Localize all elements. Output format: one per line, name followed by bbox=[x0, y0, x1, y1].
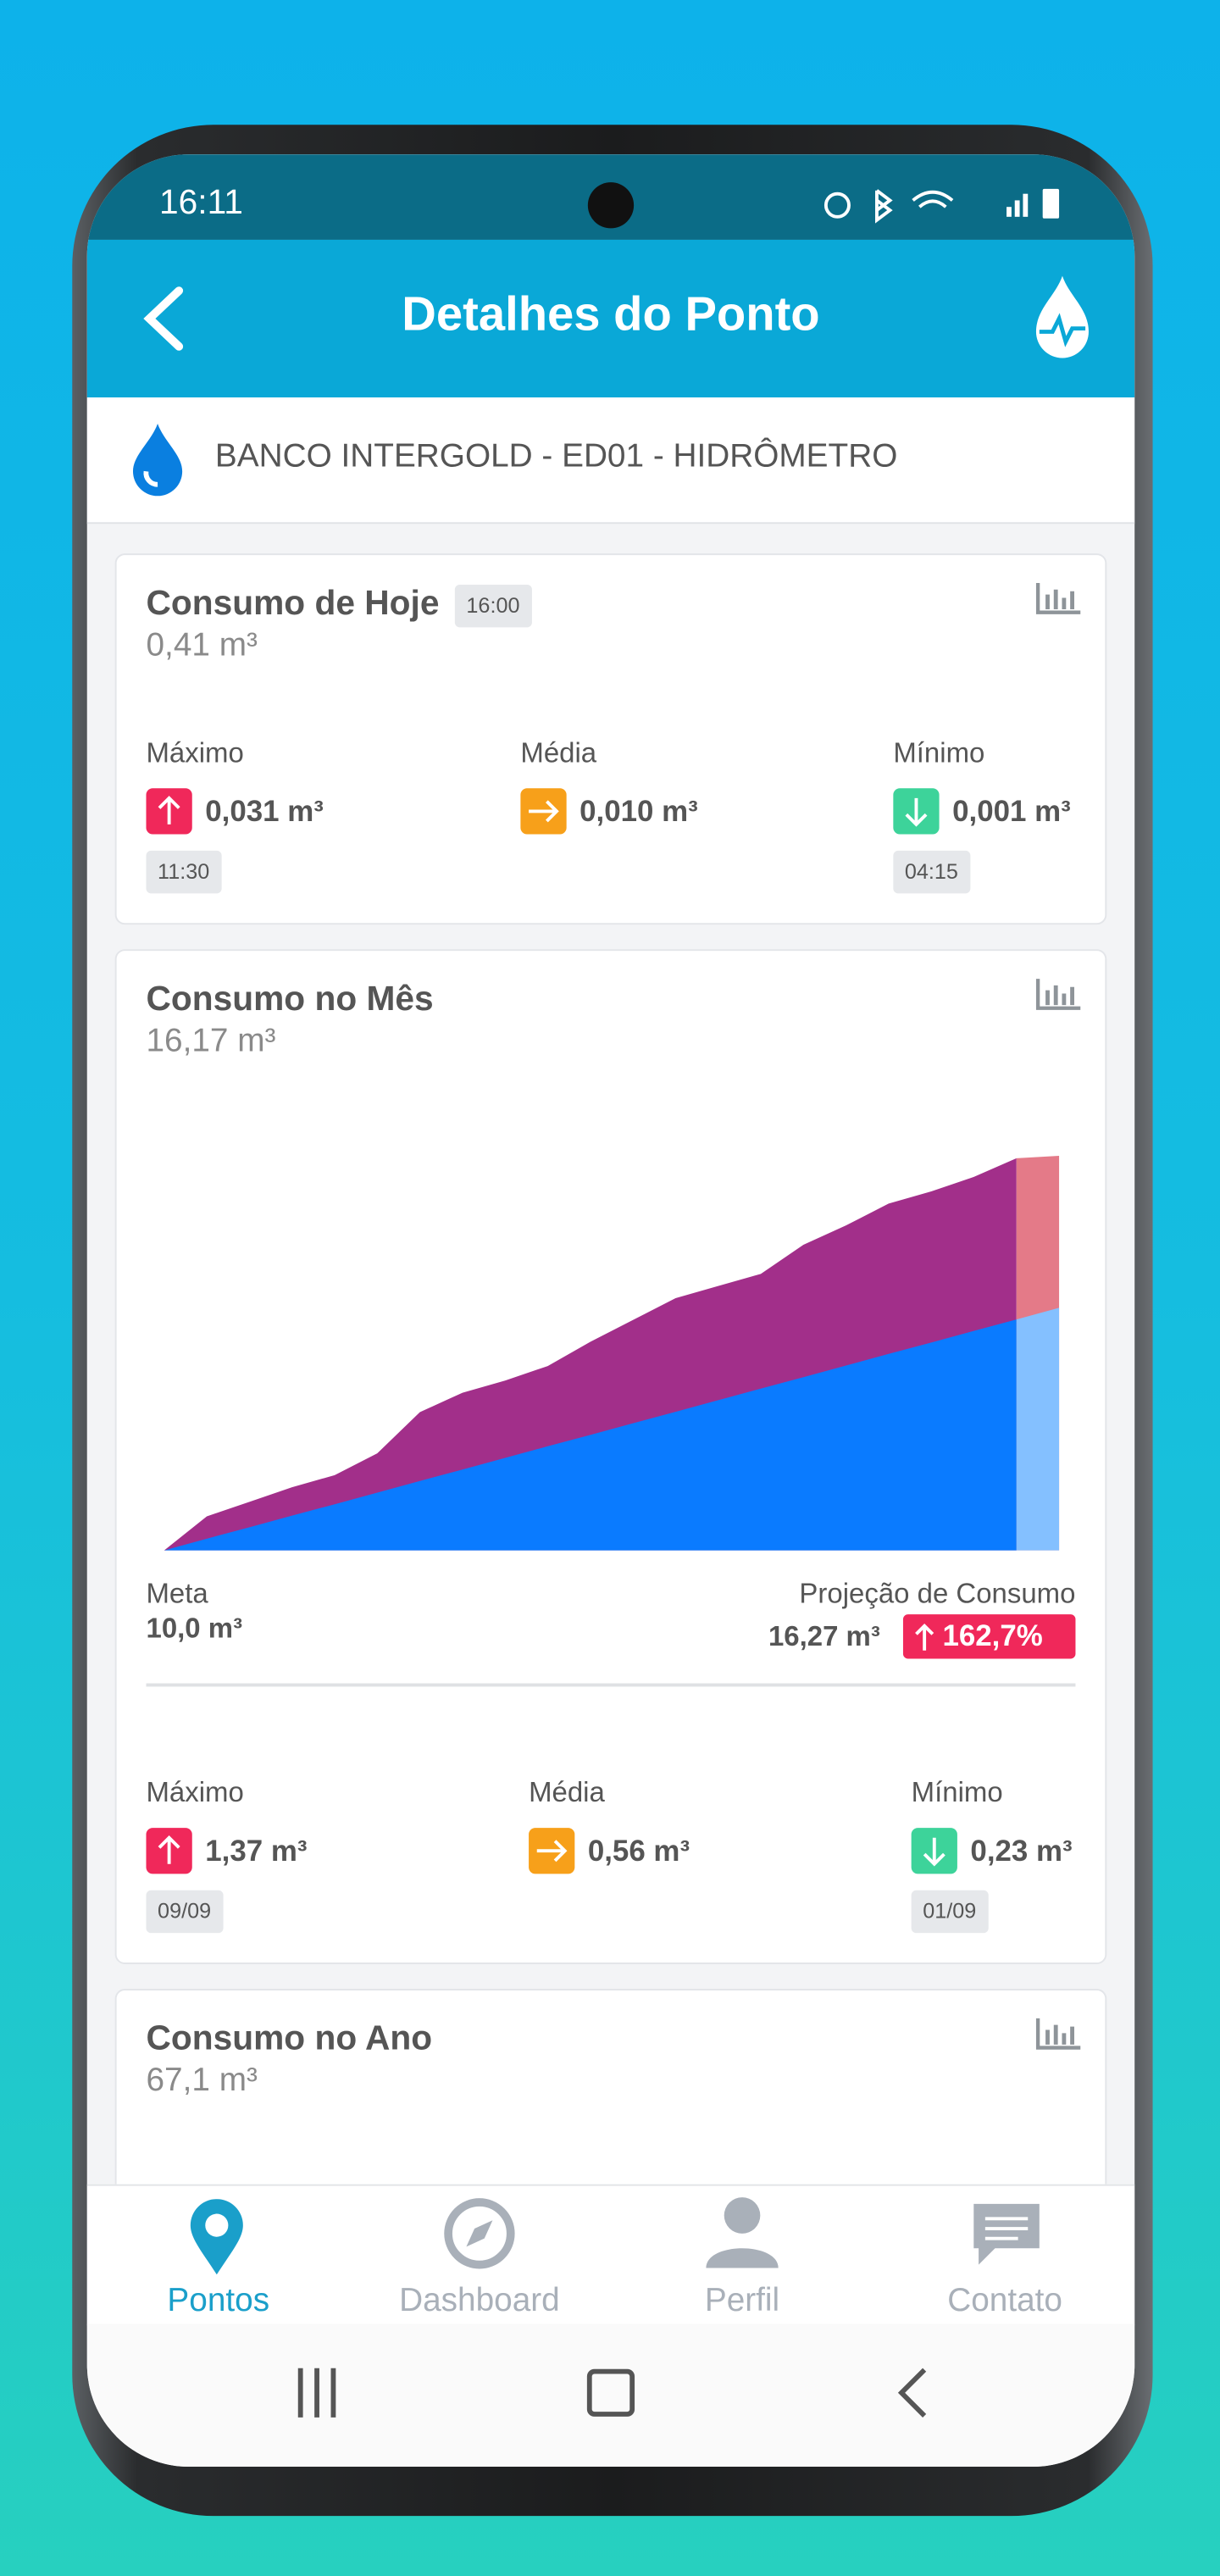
system-nav bbox=[86, 2323, 1135, 2468]
projection-label: Projeção de Consumo bbox=[799, 1578, 1076, 1610]
card-title: Consumo no Mês bbox=[146, 980, 434, 1019]
stat-value: 1,37 m³ bbox=[205, 1834, 308, 1868]
projection-badge: 162,7% bbox=[902, 1614, 1076, 1659]
year-card: Consumo no Ano 67,1 m³ bbox=[114, 1989, 1107, 2185]
camera bbox=[587, 182, 635, 229]
header-title: Detalhes do Ponto bbox=[402, 289, 820, 342]
stat-value: 0,010 m³ bbox=[580, 795, 698, 828]
time-badge: 11:30 bbox=[146, 850, 221, 894]
nav-icon[interactable] bbox=[968, 2199, 1044, 2268]
up-icon bbox=[146, 788, 192, 835]
meta-value: 10,0 m³ bbox=[146, 1613, 243, 1645]
month-card: Consumo no Mês 16,17 m³ Meta 10,0 m³ Pro… bbox=[114, 949, 1107, 1964]
projection-value: 16,27 m³ bbox=[768, 1620, 880, 1652]
projection-percent: 162,7% bbox=[942, 1618, 1043, 1652]
stat-value: 0,56 m³ bbox=[587, 1834, 690, 1868]
point-name: BANCO INTERGOLD - ED01 - HIDRÔMETRO bbox=[214, 438, 898, 475]
time-badge: 16:00 bbox=[454, 584, 532, 628]
down-icon bbox=[911, 1828, 957, 1874]
bottom-nav: Pontos Dashboard Perfil Contato bbox=[86, 2184, 1135, 2326]
divider bbox=[146, 1683, 1076, 1687]
nav-label[interactable]: Perfil bbox=[704, 2282, 780, 2319]
card-value: 16,17 m³ bbox=[146, 1023, 276, 1060]
bottom-area: Pontos Dashboard Perfil Contato bbox=[86, 2184, 1135, 2468]
chart-icon[interactable] bbox=[1035, 977, 1082, 1010]
stat-label: Mínimo bbox=[893, 737, 985, 769]
nav-label[interactable]: Pontos bbox=[167, 2282, 270, 2319]
nav-icon[interactable] bbox=[704, 2196, 779, 2271]
nav-label[interactable]: Contato bbox=[947, 2282, 1063, 2319]
today-card: Consumo de Hoje 16:00 0,41 m³ Máximo 0,0… bbox=[114, 553, 1107, 925]
chart-icon[interactable] bbox=[1035, 581, 1082, 614]
stat-label: Média bbox=[520, 737, 597, 769]
stat-value: 0,001 m³ bbox=[952, 795, 1071, 828]
down-icon bbox=[893, 788, 940, 835]
month-chart bbox=[164, 1155, 1060, 1551]
status-icons bbox=[824, 188, 1060, 224]
system-buttons[interactable] bbox=[294, 2365, 934, 2421]
nav-icon[interactable] bbox=[441, 2196, 517, 2271]
card-value: 67,1 m³ bbox=[146, 2062, 258, 2099]
right-icon bbox=[520, 788, 567, 835]
clock: 16:11 bbox=[158, 184, 243, 222]
card-title: Consumo de Hoje bbox=[146, 584, 440, 623]
nav-label[interactable]: Dashboard bbox=[399, 2282, 560, 2319]
area bbox=[164, 1319, 1017, 1551]
content: Consumo de Hoje 16:00 0,41 m³ Máximo 0,0… bbox=[87, 525, 1135, 2185]
time-badge: 04:15 bbox=[893, 850, 970, 894]
point-row: BANCO INTERGOLD - ED01 - HIDRÔMETRO bbox=[86, 397, 1135, 525]
app-header: Detalhes do Ponto bbox=[86, 239, 1135, 398]
stat-label: Média bbox=[529, 1777, 605, 1808]
area bbox=[1016, 1307, 1060, 1551]
status-bar: 16:11 bbox=[86, 154, 1135, 240]
card-title: Consumo no Ano bbox=[146, 2019, 433, 2058]
back-button[interactable] bbox=[140, 286, 189, 352]
time-badge: 01/09 bbox=[911, 1890, 988, 1934]
right-icon bbox=[529, 1828, 575, 1874]
nav-icon[interactable] bbox=[186, 2199, 248, 2278]
chart-icon[interactable] bbox=[1035, 2017, 1082, 2050]
drop-icon bbox=[132, 424, 183, 497]
stat-value: 0,23 m³ bbox=[970, 1834, 1073, 1868]
app-logo bbox=[1035, 275, 1089, 358]
stat-label: Máximo bbox=[146, 1777, 244, 1808]
up-icon bbox=[146, 1828, 192, 1874]
stat-label: Máximo bbox=[146, 737, 244, 769]
stat-label: Mínimo bbox=[911, 1777, 1003, 1808]
time-badge: 09/09 bbox=[146, 1890, 223, 1934]
card-value: 0,41 m³ bbox=[146, 627, 258, 663]
meta-label: Meta bbox=[146, 1578, 208, 1610]
stat-value: 0,031 m³ bbox=[205, 795, 324, 828]
